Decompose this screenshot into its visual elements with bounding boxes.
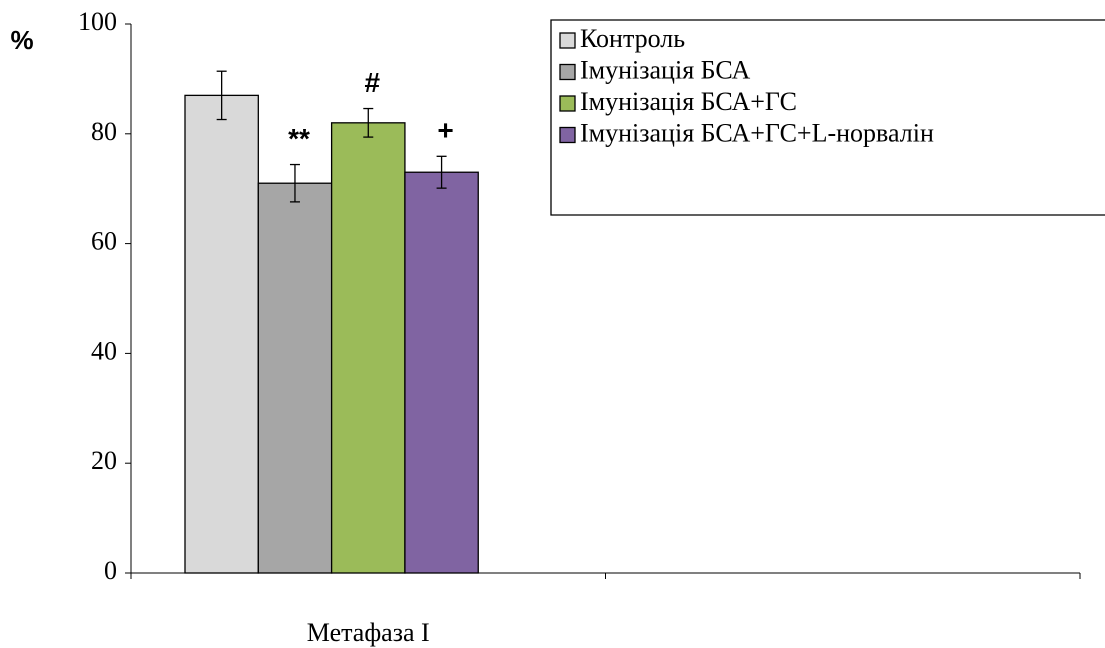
y-axis-label: % (10, 25, 33, 55)
legend-box (550, 19, 1105, 216)
error-bar (363, 107, 374, 138)
legend-label: Імунізація БСА (580, 55, 750, 84)
annotation: # (364, 67, 380, 98)
y-tick-label: 100 (78, 7, 117, 36)
y-tick-label: 20 (91, 446, 117, 475)
y-tick-label: 60 (91, 227, 117, 256)
error-bar (436, 155, 447, 189)
annotation: ** (288, 123, 310, 154)
bar (330, 122, 406, 574)
legend-label: Імунізація БСА+ГС+L-норвалін (580, 118, 934, 147)
bar (404, 171, 479, 574)
error-bar (216, 70, 227, 121)
legend-swatch (559, 63, 576, 81)
error-bar (289, 163, 300, 203)
legend-swatch (559, 126, 576, 144)
legend-swatch (559, 32, 576, 49)
y-tick-label: 80 (91, 117, 117, 146)
bar (257, 182, 333, 574)
annotation: + (437, 115, 453, 146)
legend-label: Імунізація БСА+ГС (580, 87, 797, 116)
x-tick-label: Метафаза I (307, 618, 430, 647)
legend-swatch (559, 95, 576, 112)
y-tick-label: 40 (91, 336, 117, 365)
bar (184, 94, 259, 574)
y-tick-label: 0 (104, 556, 117, 585)
legend-label: Контроль (580, 24, 685, 53)
